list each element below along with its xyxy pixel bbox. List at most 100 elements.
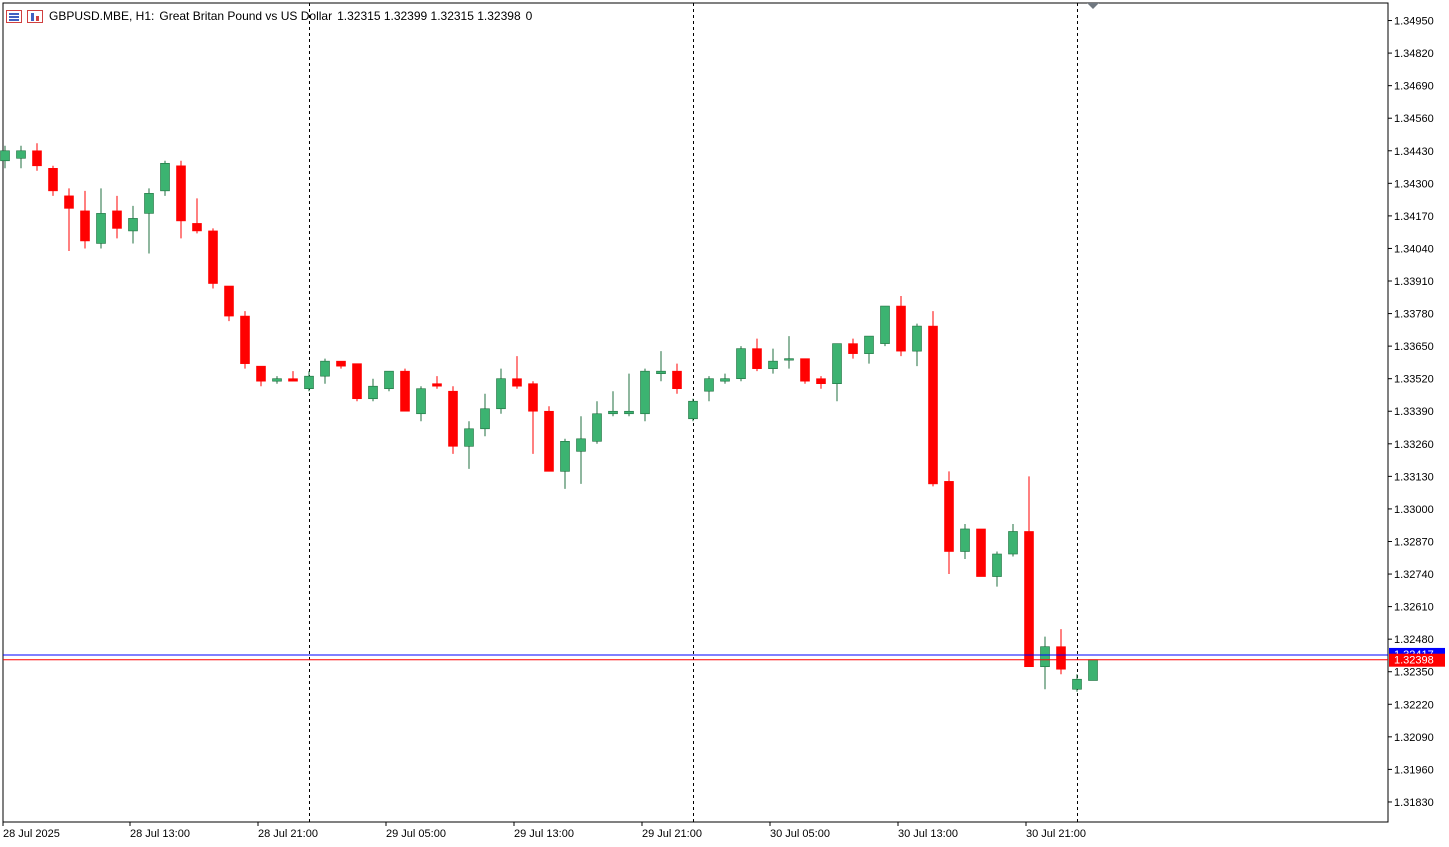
candle-body [944, 481, 954, 552]
candle[interactable] [992, 551, 1002, 587]
candle[interactable] [928, 311, 938, 487]
candle[interactable] [496, 368, 506, 414]
candle[interactable] [816, 376, 826, 389]
candle-body [240, 315, 250, 364]
x-tick-label: 30 Jul 05:00 [770, 828, 830, 840]
candle-body [1024, 531, 1034, 668]
candle-body [48, 168, 58, 192]
candle[interactable] [560, 438, 570, 489]
candle[interactable] [1072, 674, 1082, 692]
candle[interactable] [288, 371, 298, 382]
candle-body [32, 150, 42, 167]
candle[interactable] [720, 373, 730, 384]
candle[interactable] [416, 386, 426, 422]
y-tick-label: 1.33520 [1394, 374, 1434, 386]
y-tick-label: 1.34950 [1394, 16, 1434, 28]
candle[interactable] [48, 165, 58, 196]
candle[interactable] [512, 356, 522, 389]
candle[interactable] [384, 370, 394, 392]
candle[interactable] [96, 188, 106, 249]
candle[interactable] [448, 386, 458, 454]
candle[interactable] [832, 343, 842, 402]
candle[interactable] [912, 323, 922, 367]
candle[interactable] [944, 471, 954, 575]
candle[interactable] [480, 393, 490, 437]
candle[interactable] [176, 160, 186, 239]
candle[interactable] [800, 358, 810, 384]
candle-body [16, 150, 26, 159]
candle[interactable] [16, 145, 26, 169]
candle[interactable] [752, 338, 762, 372]
candle[interactable] [1024, 476, 1034, 668]
candle[interactable] [192, 198, 202, 234]
candle-body [1040, 646, 1050, 668]
candle[interactable] [848, 338, 858, 359]
candle[interactable] [864, 335, 874, 364]
candle[interactable] [688, 398, 698, 422]
y-tick-label: 1.32350 [1394, 667, 1434, 679]
candle[interactable] [1056, 629, 1066, 675]
candle[interactable] [80, 190, 90, 249]
candle[interactable] [896, 296, 906, 357]
candle-body [368, 385, 378, 400]
candle[interactable] [240, 311, 250, 369]
chart-bars-icon[interactable] [27, 9, 43, 23]
candle[interactable] [400, 368, 410, 412]
candle-body [672, 370, 682, 390]
symbol-list-icon[interactable] [6, 9, 22, 23]
candle[interactable] [784, 336, 794, 369]
candle[interactable] [224, 285, 234, 322]
candle[interactable] [352, 363, 362, 402]
candle[interactable] [32, 143, 42, 171]
candle[interactable] [528, 381, 538, 454]
candle[interactable] [608, 391, 618, 417]
y-tick-label: 1.32480 [1394, 634, 1434, 646]
y-tick-label: 1.33000 [1394, 504, 1434, 516]
candle[interactable] [640, 368, 650, 422]
candle[interactable] [672, 363, 682, 394]
candle[interactable] [544, 406, 554, 472]
candle[interactable] [656, 351, 666, 382]
candle[interactable] [112, 195, 122, 239]
candle-body [432, 383, 442, 387]
chart-shift-marker-icon[interactable] [1087, 3, 1099, 9]
candle-body [976, 528, 986, 577]
candle[interactable] [368, 378, 378, 402]
candle[interactable] [1088, 659, 1098, 681]
candle[interactable] [592, 401, 602, 444]
candle[interactable] [976, 528, 986, 577]
candle[interactable] [64, 188, 74, 251]
candle[interactable] [256, 365, 266, 387]
y-tick-label: 1.33910 [1394, 276, 1434, 288]
candle[interactable] [624, 373, 634, 417]
candle[interactable] [768, 348, 778, 374]
candle[interactable] [576, 416, 586, 484]
y-tick-label: 1.33130 [1394, 471, 1434, 483]
candle[interactable] [464, 421, 474, 469]
candle-body [768, 360, 778, 369]
candle-body [208, 230, 218, 284]
candle[interactable] [704, 376, 714, 402]
candle[interactable] [1040, 636, 1050, 690]
y-tick-label: 1.32610 [1394, 602, 1434, 614]
candle-body [784, 358, 794, 361]
candle[interactable] [304, 371, 314, 392]
candle-body [192, 223, 202, 232]
candle[interactable] [880, 305, 890, 347]
candle[interactable] [1008, 523, 1018, 557]
candle[interactable] [0, 145, 10, 169]
candle[interactable] [160, 160, 170, 196]
candle[interactable] [736, 346, 746, 382]
candle[interactable] [128, 205, 138, 244]
candle[interactable] [432, 376, 442, 389]
candle[interactable] [208, 228, 218, 289]
candle[interactable] [272, 376, 282, 384]
x-tick-label: 28 Jul 21:00 [258, 828, 318, 840]
candle[interactable] [336, 360, 346, 369]
candle[interactable] [320, 358, 330, 384]
candle[interactable] [144, 188, 154, 254]
candle[interactable] [960, 523, 970, 560]
candle-body [0, 150, 10, 162]
